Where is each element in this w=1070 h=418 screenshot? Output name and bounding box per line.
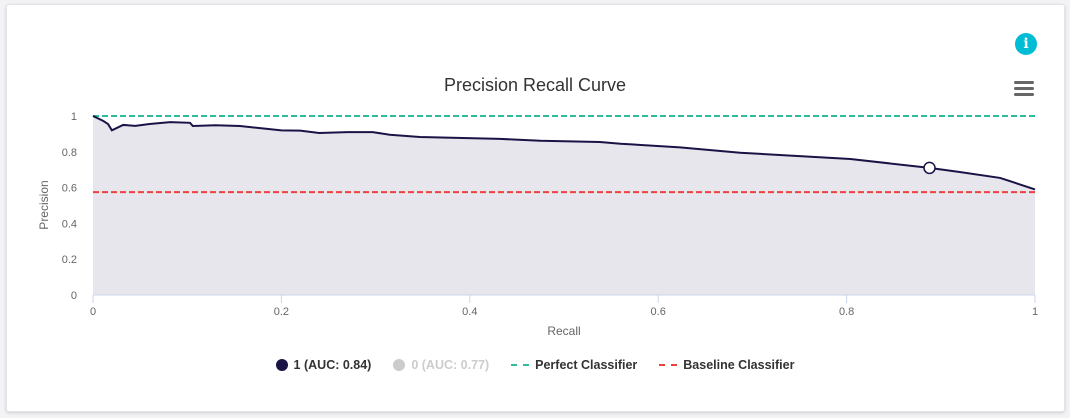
y-axis-label: Precision: [37, 180, 51, 229]
x-tick-label: 0.6: [651, 306, 666, 318]
legend-item-baseline[interactable]: Baseline Classifier: [659, 358, 794, 372]
legend-item-perfect[interactable]: Perfect Classifier: [511, 358, 637, 372]
dash-icon: [511, 364, 530, 366]
legend-label: Baseline Classifier: [683, 358, 795, 372]
chart-title: Precision Recall Curve: [444, 75, 626, 95]
legend-item-class-0[interactable]: 0 (AUC: 0.77): [393, 358, 489, 372]
y-tick-label: 0.6: [62, 183, 77, 195]
x-tick-label: 0.8: [839, 306, 854, 318]
pr-curve-line: [92, 115, 1036, 191]
x-tick-label: 0.4: [462, 306, 477, 318]
x-tick-label: 0: [90, 306, 96, 318]
y-tick-label: 0.2: [62, 254, 77, 266]
legend-label: Perfect Classifier: [535, 358, 638, 372]
highlight-point: [923, 161, 936, 175]
x-tick-label: 1: [1032, 306, 1038, 318]
hamburger-menu-icon[interactable]: [1014, 81, 1034, 97]
series-dot-icon: [275, 359, 288, 371]
curve-area: [93, 116, 1035, 295]
info-icon[interactable]: i: [1015, 33, 1037, 55]
y-tick-label: 1: [71, 111, 77, 123]
series-dot-icon: [393, 359, 406, 371]
legend-label: 1 (AUC: 0.84): [293, 358, 372, 372]
legend: 1 (AUC: 0.84) 0 (AUC: 0.77) Perfect Clas…: [0, 358, 1070, 372]
x-axis-label: Recall: [547, 324, 580, 338]
y-tick-label: 0: [71, 290, 77, 302]
x-tick-label: 0.2: [274, 306, 289, 318]
y-tick-label: 0.8: [62, 147, 77, 159]
legend-item-class-1[interactable]: 1 (AUC: 0.84): [275, 358, 372, 372]
legend-label: 0 (AUC: 0.77): [411, 358, 490, 372]
dash-icon: [659, 364, 678, 366]
y-tick-label: 0.4: [62, 218, 77, 230]
